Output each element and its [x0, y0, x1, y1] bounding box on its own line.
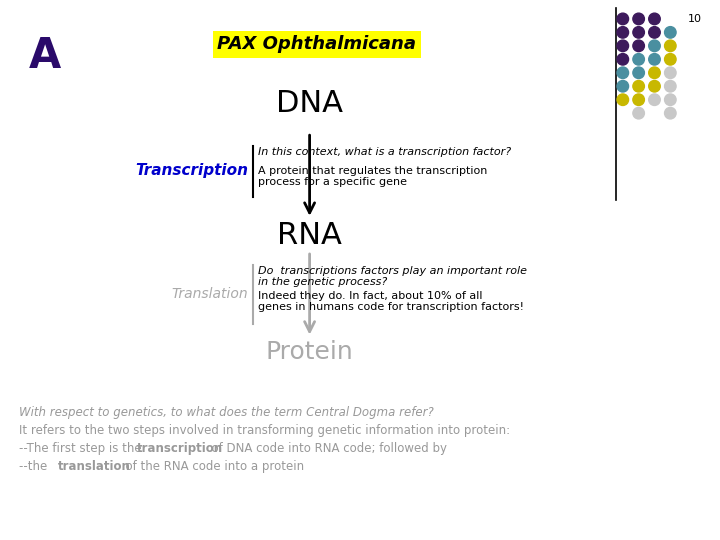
Ellipse shape	[617, 40, 629, 52]
Text: RNA: RNA	[277, 221, 342, 251]
Ellipse shape	[649, 40, 660, 52]
Text: It refers to the two steps involved in transforming genetic information into pro: It refers to the two steps involved in t…	[19, 424, 510, 437]
Ellipse shape	[649, 13, 660, 25]
Text: Transcription: Transcription	[135, 163, 248, 178]
Ellipse shape	[649, 67, 660, 78]
Ellipse shape	[665, 80, 676, 92]
Ellipse shape	[665, 67, 676, 78]
Ellipse shape	[617, 94, 629, 105]
Text: DNA: DNA	[276, 89, 343, 118]
Text: of DNA code into RNA code; followed by: of DNA code into RNA code; followed by	[204, 442, 448, 455]
Ellipse shape	[633, 13, 644, 25]
Ellipse shape	[633, 53, 644, 65]
Text: A: A	[29, 35, 61, 77]
Text: A protein that regulates the transcription
process for a specific gene: A protein that regulates the transcripti…	[258, 166, 487, 187]
Text: --the: --the	[19, 460, 55, 472]
Ellipse shape	[633, 107, 644, 119]
Ellipse shape	[617, 67, 629, 78]
Ellipse shape	[649, 53, 660, 65]
Text: 10: 10	[688, 14, 702, 24]
Text: Indeed they do. In fact, about 10% of all
genes in humans code for transcription: Indeed they do. In fact, about 10% of al…	[258, 291, 523, 312]
Text: Do  transcriptions factors play an important role
in the genetic process?: Do transcriptions factors play an import…	[258, 266, 527, 287]
Text: With respect to genetics, to what does the term Central Dogma refer?: With respect to genetics, to what does t…	[19, 406, 434, 419]
Ellipse shape	[617, 26, 629, 38]
Ellipse shape	[617, 80, 629, 92]
Text: --The first step is the: --The first step is the	[19, 442, 150, 455]
Ellipse shape	[665, 53, 676, 65]
Ellipse shape	[649, 80, 660, 92]
Ellipse shape	[617, 53, 629, 65]
Ellipse shape	[665, 40, 676, 52]
Ellipse shape	[665, 107, 676, 119]
Text: of the RNA code into a protein: of the RNA code into a protein	[118, 460, 305, 472]
Ellipse shape	[633, 67, 644, 78]
Text: In this context, what is a transcription factor?: In this context, what is a transcription…	[258, 147, 511, 157]
Text: translation: translation	[58, 460, 130, 472]
Text: transcription: transcription	[137, 442, 223, 455]
Ellipse shape	[665, 94, 676, 105]
Text: Protein: Protein	[266, 340, 354, 364]
Ellipse shape	[649, 26, 660, 38]
Ellipse shape	[633, 40, 644, 52]
Text: PAX Ophthalmicana: PAX Ophthalmicana	[217, 35, 416, 53]
Ellipse shape	[617, 13, 629, 25]
Ellipse shape	[633, 94, 644, 105]
Ellipse shape	[633, 26, 644, 38]
Text: Translation: Translation	[172, 287, 248, 301]
Ellipse shape	[633, 80, 644, 92]
Ellipse shape	[665, 26, 676, 38]
Ellipse shape	[649, 94, 660, 105]
